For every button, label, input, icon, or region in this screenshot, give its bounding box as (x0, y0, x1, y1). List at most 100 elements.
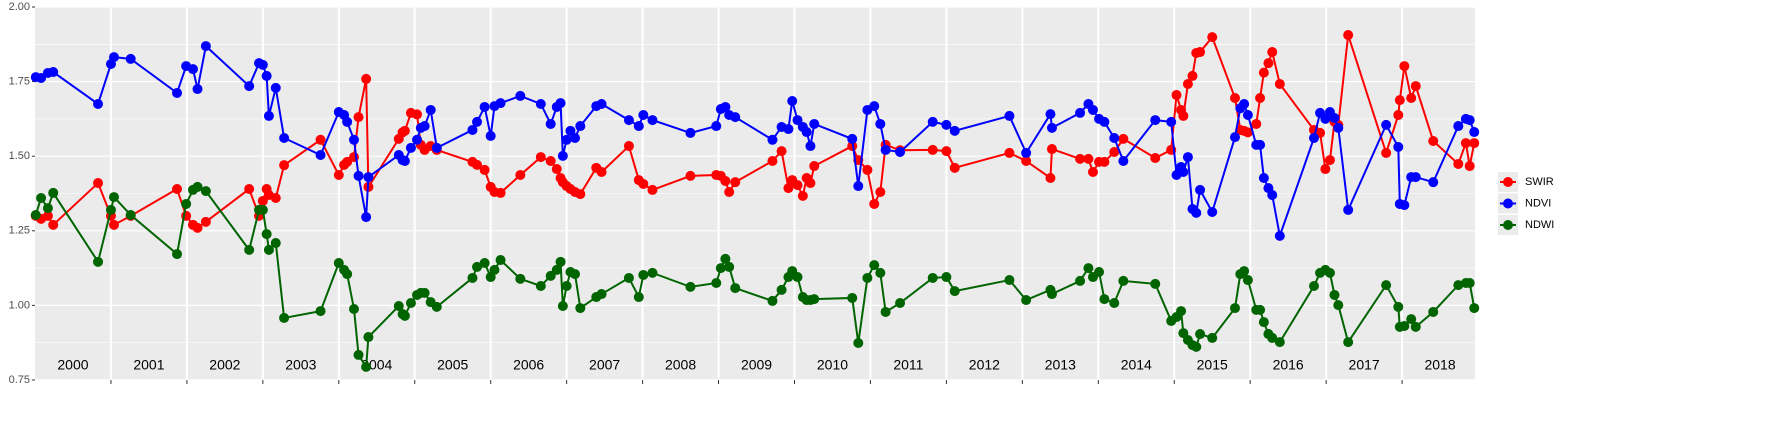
data-point (399, 155, 410, 166)
data-point (853, 181, 864, 192)
data-point (353, 170, 364, 181)
data-point (792, 180, 803, 191)
data-point (1187, 70, 1198, 81)
data-point (472, 116, 483, 127)
x-tick-label: 2007 (589, 357, 620, 373)
data-point (685, 127, 696, 138)
y-tick-label: 1.00 (9, 299, 30, 311)
data-point (1428, 135, 1439, 146)
data-point (515, 273, 526, 284)
data-point (1118, 155, 1129, 166)
data-point (257, 59, 268, 70)
data-point (711, 121, 722, 132)
data-point (36, 73, 47, 84)
data-point (941, 146, 952, 157)
data-point (767, 295, 778, 306)
data-point (42, 210, 53, 221)
legend-point (1503, 220, 1513, 230)
data-point (1046, 289, 1057, 300)
data-point (1045, 109, 1056, 120)
data-point (797, 190, 808, 201)
data-point (1453, 121, 1464, 132)
data-point (545, 118, 556, 129)
data-point (1087, 167, 1098, 178)
data-point (485, 130, 496, 141)
x-tick-label: 2011 (893, 357, 923, 373)
data-point (1263, 58, 1274, 69)
y-tick-label: 2.00 (9, 1, 30, 13)
data-point (105, 204, 116, 215)
data-point (244, 244, 255, 255)
data-point (647, 184, 658, 195)
y-tick-label: 1.25 (9, 225, 30, 237)
data-point (1242, 110, 1253, 121)
data-point (557, 300, 568, 311)
data-point (875, 267, 886, 278)
data-point (1099, 156, 1110, 167)
data-point (393, 300, 404, 311)
data-point (545, 155, 556, 166)
legend-label: NDWI (1525, 219, 1554, 231)
x-tick-label: 2014 (1121, 357, 1152, 373)
data-point (1308, 281, 1319, 292)
data-point (1099, 294, 1110, 305)
data-point (1258, 67, 1269, 78)
data-point (261, 229, 272, 240)
data-point (1166, 116, 1177, 127)
x-tick-label: 2012 (969, 357, 1000, 373)
data-point (1021, 295, 1032, 306)
data-point (1258, 172, 1269, 183)
data-point (1324, 155, 1335, 166)
data-point (1239, 266, 1250, 277)
data-point (315, 134, 326, 145)
data-point (1381, 119, 1392, 130)
data-point (515, 90, 526, 101)
data-point (720, 253, 731, 264)
data-point (425, 104, 436, 115)
x-tick-label: 2016 (1273, 357, 1304, 373)
data-point (927, 116, 938, 127)
data-point (200, 41, 211, 52)
data-point (1393, 141, 1404, 152)
data-point (1333, 122, 1344, 133)
data-point (315, 306, 326, 317)
data-point (730, 283, 741, 294)
data-point (792, 115, 803, 126)
data-point (551, 264, 562, 275)
data-point (1195, 329, 1206, 340)
data-point (1333, 300, 1344, 311)
data-point (1469, 303, 1480, 314)
legend-label: NDVI (1525, 197, 1551, 209)
y-tick-label: 1.50 (9, 150, 30, 162)
data-point (1118, 133, 1129, 144)
data-point (623, 115, 634, 126)
data-point (467, 124, 478, 135)
data-point (1207, 332, 1218, 343)
data-point (172, 249, 183, 260)
data-point (1230, 303, 1240, 314)
data-point (419, 287, 430, 298)
data-point (1394, 95, 1405, 106)
data-point (720, 175, 731, 186)
data-point (1406, 314, 1417, 325)
data-point (535, 98, 546, 109)
data-point (1021, 155, 1032, 166)
data-point (93, 256, 104, 267)
x-tick-label: 2006 (513, 357, 544, 373)
data-point (36, 192, 47, 203)
data-point (270, 82, 281, 93)
data-point (192, 181, 203, 192)
data-point (200, 186, 211, 197)
data-point (342, 116, 353, 127)
data-point (1075, 153, 1086, 164)
data-point (1046, 144, 1057, 155)
legend-point (1503, 177, 1513, 187)
data-point (489, 264, 500, 275)
data-point (479, 258, 490, 269)
data-point (535, 152, 546, 163)
data-point (1399, 320, 1410, 331)
data-point (472, 159, 483, 170)
data-point (711, 278, 722, 289)
data-point (93, 98, 104, 109)
data-point (1320, 164, 1331, 175)
